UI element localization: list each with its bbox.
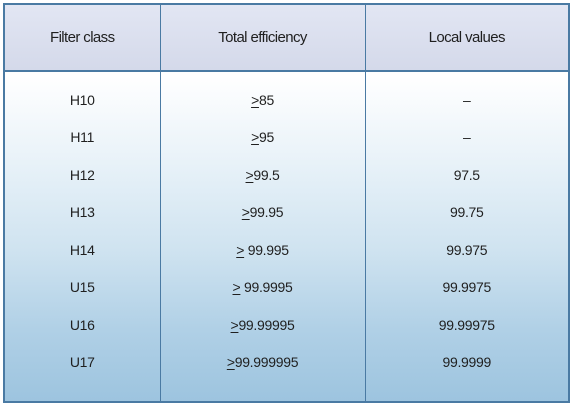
total-efficiency-value: 99.5	[253, 166, 280, 183]
table-row: H13 >99.95 99.75	[5, 193, 568, 231]
filter-class-table: Filter class Total efficiency Local valu…	[5, 5, 568, 401]
total-efficiency-cell: >99.5	[159, 156, 365, 194]
local-values-cell: 99.9975	[364, 268, 568, 306]
total-efficiency-cell: >99.95	[159, 193, 365, 231]
table-header-row: Filter class Total efficiency Local valu…	[5, 5, 568, 72]
local-values-cell: –	[364, 118, 568, 156]
filter-class-cell: H14	[69, 241, 95, 258]
total-efficiency-cell: >99.999995	[159, 343, 365, 381]
greater-equal-symbol: >	[230, 316, 239, 333]
local-values-cell: 99.75	[364, 193, 568, 231]
local-values-cell: 99.99975	[364, 306, 568, 344]
total-efficiency-value: 99.999995	[234, 354, 299, 371]
total-efficiency-cell: >85	[159, 81, 365, 119]
greater-equal-symbol: >	[232, 279, 241, 296]
table-row: H11 >95 –	[5, 118, 568, 156]
table-top-spacer	[5, 71, 568, 81]
table-row: U17 >99.999995 99.9999	[5, 343, 568, 381]
header-local-values: Local values	[364, 5, 568, 72]
filter-class-cell: H10	[69, 91, 95, 108]
table-row: H14 > 99.995 99.975	[5, 231, 568, 269]
total-efficiency-value: 99.995	[244, 241, 289, 258]
table-row: U15 > 99.9995 99.9975	[5, 268, 568, 306]
table-row: H10 >85 –	[5, 81, 568, 119]
filter-class-cell: H11	[70, 129, 95, 146]
total-efficiency-value: 85	[258, 91, 274, 108]
total-efficiency-cell: >99.99995	[159, 306, 365, 344]
greater-equal-symbol: >	[236, 241, 245, 258]
filter-class-cell: U17	[69, 354, 95, 371]
filter-class-cell: U15	[69, 279, 95, 296]
local-values-cell: –	[364, 81, 568, 119]
greater-equal-symbol: >	[251, 129, 259, 146]
greater-equal-symbol: >	[226, 354, 235, 371]
local-values-cell: 97.5	[364, 156, 568, 194]
total-efficiency-value: 99.9995	[240, 279, 293, 296]
header-total-efficiency: Total efficiency	[159, 5, 365, 72]
filter-class-cell: U16	[69, 316, 95, 333]
greater-equal-symbol: >	[251, 91, 259, 108]
header-filter-class: Filter class	[5, 5, 160, 72]
total-efficiency-cell: > 99.995	[159, 231, 365, 269]
total-efficiency-value: 99.99995	[238, 316, 295, 333]
filter-class-cell: H13	[69, 204, 95, 221]
local-values-cell: 99.975	[364, 231, 568, 269]
table-row: U16 >99.99995 99.99975	[5, 306, 568, 344]
filter-class-cell: H12	[69, 166, 95, 183]
greater-equal-symbol: >	[245, 166, 254, 183]
table-row: H12 >99.5 97.5	[5, 156, 568, 194]
total-efficiency-value: 99.95	[249, 204, 284, 221]
filter-class-table-frame: Filter class Total efficiency Local valu…	[3, 3, 570, 403]
table-bottom-spacer	[5, 381, 568, 401]
local-values-cell: 99.9999	[364, 343, 568, 381]
total-efficiency-cell: > 99.9995	[159, 268, 365, 306]
greater-equal-symbol: >	[241, 204, 250, 221]
total-efficiency-cell: >95	[159, 118, 365, 156]
total-efficiency-value: 95	[258, 129, 274, 146]
